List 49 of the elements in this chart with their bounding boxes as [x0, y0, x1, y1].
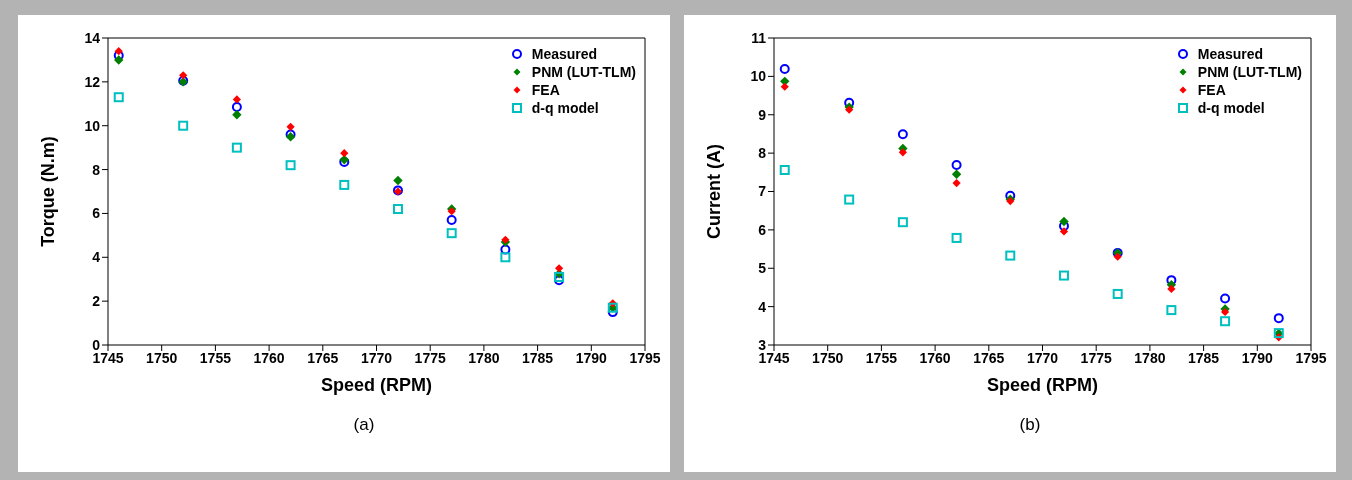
y-tick-label: 11	[751, 29, 767, 46]
legend-label: Measured	[531, 45, 598, 63]
y-tick-label: 2	[92, 293, 101, 310]
y-tick-label: 4	[92, 249, 101, 266]
legend-label: FEA	[1197, 81, 1226, 99]
x-axis-title: Speed (RPM)	[986, 375, 1099, 395]
legend-label: FEA	[531, 81, 560, 99]
x-tick-label: 1750	[146, 349, 178, 366]
y-tick-label: 8	[92, 161, 101, 178]
legend-label: Measured	[1197, 45, 1264, 63]
y-tick-label: 12	[84, 73, 101, 90]
x-tick-label: 1775	[414, 349, 446, 366]
y-tick-label: 6	[758, 221, 767, 238]
x-tick-label: 1785	[1188, 349, 1220, 366]
legend-label: d-q model	[531, 99, 599, 117]
y-tick-label: 5	[758, 260, 767, 277]
y-tick-label: 7	[758, 183, 767, 200]
y-axis-title: Torque (N.m)	[38, 136, 59, 247]
y-tick-label: 6	[92, 205, 101, 222]
x-tick-label: 1775	[1080, 349, 1112, 366]
y-tick-label: 10	[750, 68, 767, 85]
x-tick-label: 1790	[575, 349, 608, 366]
legend-label: d-q model	[1197, 99, 1265, 117]
x-tick-label: 1760	[919, 349, 951, 366]
legend-label: PNM (LUT-TLM)	[1197, 63, 1302, 81]
x-tick-label: 1790	[1241, 349, 1274, 366]
y-tick-label: 4	[758, 298, 767, 315]
y-tick-label: 9	[758, 106, 767, 123]
x-tick-label: 1795	[629, 349, 661, 366]
x-tick-label: 1795	[1295, 349, 1327, 366]
x-tick-label: 1770	[1026, 349, 1059, 366]
x-tick-label: 1780	[468, 349, 500, 366]
y-tick-label: 8	[758, 145, 767, 162]
x-tick-label: 1765	[973, 349, 1005, 366]
x-tick-label: 1755	[199, 349, 232, 366]
x-axis-title: Speed (RPM)	[320, 375, 433, 395]
x-tick-label: 1755	[865, 349, 898, 366]
x-tick-label: 1750	[812, 349, 844, 366]
legend-label: PNM (LUT-TLM)	[531, 63, 636, 81]
x-tick-label: 1785	[522, 349, 554, 366]
text: (b)	[1018, 415, 1042, 435]
y-axis-title: Current (A)	[704, 144, 725, 239]
x-tick-label: 1770	[360, 349, 393, 366]
x-tick-label: 1760	[253, 349, 285, 366]
x-tick-label: 1765	[307, 349, 339, 366]
text: (a)	[352, 415, 376, 435]
y-tick-label: 14	[84, 29, 101, 46]
x-tick-label: 1780	[1134, 349, 1166, 366]
y-tick-label: 10	[84, 117, 101, 134]
